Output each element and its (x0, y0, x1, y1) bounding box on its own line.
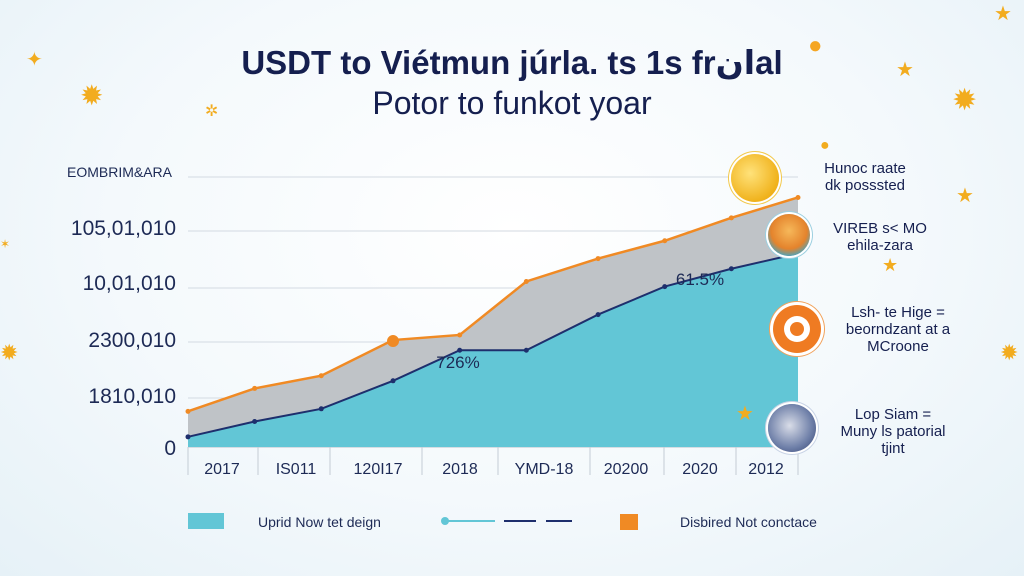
point-navy (523, 347, 529, 353)
point-navy (252, 419, 258, 425)
point-orange (662, 238, 668, 244)
point-orange (318, 373, 324, 379)
side-note-1: Hunoc raate dk posssted (824, 160, 906, 194)
y-tick-label: 1810,010 (88, 385, 176, 408)
side-note-4: Lop Siam = Muny ls patorial tjint (840, 406, 946, 457)
star-icon: ★ (896, 59, 914, 81)
y-tick-label: 105,01,010 (71, 217, 176, 240)
point-orange (252, 385, 258, 391)
point-navy (595, 312, 601, 318)
area-band-grey (188, 197, 798, 437)
y-tick-label: 10,01,010 (83, 272, 176, 295)
star-icon: ✶ (0, 237, 11, 251)
point-orange (595, 256, 601, 262)
x-tick-label: 120I17 (354, 461, 403, 478)
star-icon: ✲ (205, 103, 219, 120)
star-icon: ★ (994, 3, 1012, 25)
point-orange (457, 332, 463, 338)
data-label: 726% (436, 353, 479, 372)
line-series-orange (187, 196, 799, 413)
x-tick-label: 2018 (442, 461, 478, 478)
point-navy (318, 406, 324, 412)
point-orange (795, 194, 801, 200)
data-labels: 61.5% 726% (436, 270, 724, 372)
series-lines (185, 194, 801, 440)
sun-icon: ✹ (80, 80, 104, 111)
legend-swatch-orange (620, 514, 638, 530)
point-orange (185, 408, 191, 414)
point-navy (457, 347, 463, 353)
highlight-point (387, 335, 400, 348)
legend-swatch-teal (188, 513, 224, 529)
star-icon: ✦ (26, 49, 43, 71)
sun-icon: ✹ (0, 340, 19, 365)
sun-icon: ✹ (952, 84, 978, 117)
line-series-navy (187, 252, 799, 438)
x-tick-label: IS011 (276, 461, 317, 478)
sun-icon: ✹ (1000, 340, 1019, 365)
chart-title-line2: Potor to funkot yoar (372, 85, 652, 121)
point-orange (523, 278, 529, 284)
x-tick-label: 20200 (604, 461, 649, 478)
x-tick-label: YMD-18 (515, 461, 574, 478)
star-icon: ● (820, 137, 830, 154)
globe-icon (768, 404, 816, 452)
y-tick-label: 0 (164, 437, 176, 460)
point-navy (728, 266, 734, 272)
x-tick-labels: 2017 IS011 120I17 2018 YMD-18 20200 2020 2012 (204, 461, 784, 478)
person-avatar-icon (768, 214, 810, 256)
point-navy (185, 434, 191, 440)
legend-label-1: Uprid Now tet deign (258, 514, 381, 530)
x-tick-label: 2017 (204, 461, 240, 478)
chart-areas (188, 197, 798, 447)
data-label: 61.5% (676, 270, 724, 289)
star-icon: ★ (736, 403, 754, 425)
point-navy (390, 378, 396, 384)
side-note-2: VIREB s< MO ehila-zara (833, 220, 927, 254)
star-icon: ★ (956, 185, 974, 207)
point-orange (728, 215, 734, 221)
orange-coin-icon (773, 305, 821, 353)
area-series-teal (188, 253, 798, 447)
y-tick-labels: EOMBRIM&ARA 0 1810,010 2300,010 10,01,010 105… (67, 164, 176, 460)
x-tick-label: 2020 (682, 461, 718, 478)
y-tick-label: 2300,010 (88, 329, 176, 352)
coin-icon: ● (808, 32, 823, 59)
x-tick-label: 2012 (748, 461, 784, 478)
star-icon: ★ (882, 255, 899, 275)
legend-label-2: Disbired Not conctace (680, 514, 817, 530)
y-axis-label: EOMBRIM&ARA (67, 164, 173, 180)
legend-line-icons (441, 517, 572, 525)
point-navy (662, 284, 668, 290)
chart-title-line1: USDT to Viétmun júrla. ts 1s frانal (241, 44, 783, 81)
gold-coin-icon (731, 154, 779, 202)
side-note-3: Lsh- te Hige = beorndzant at a MCroone (845, 304, 951, 355)
